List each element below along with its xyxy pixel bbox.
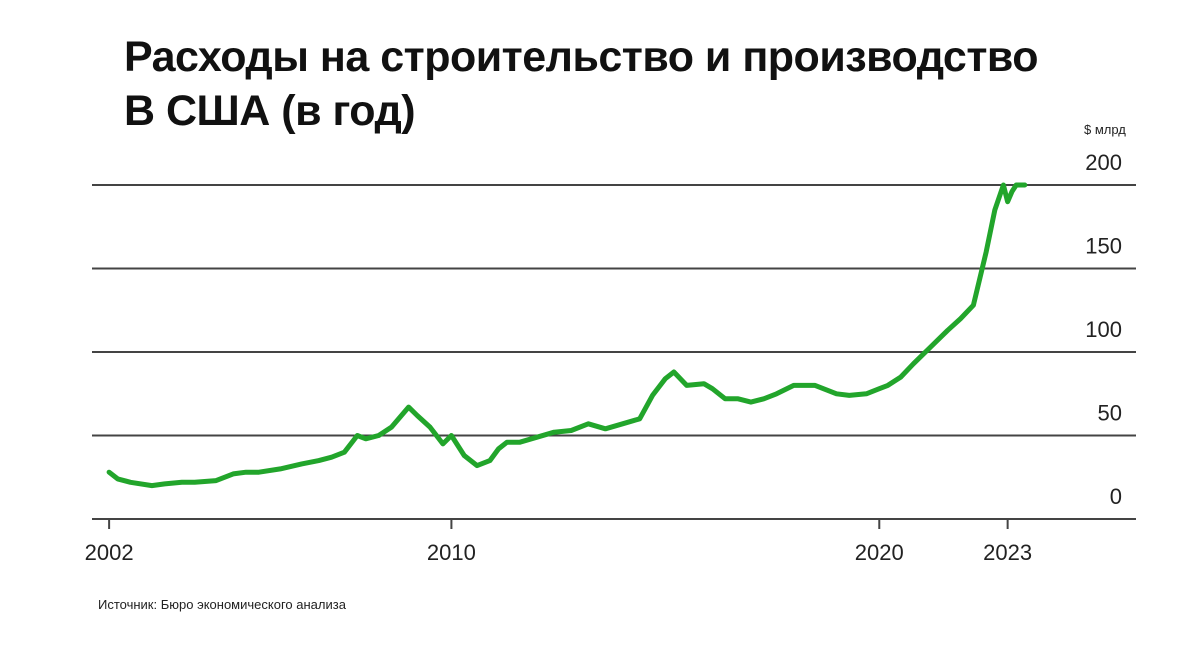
y-tick-label-200: 200: [1085, 150, 1122, 175]
y-axis-tick-labels: 0 50 100 150 200: [1085, 150, 1122, 509]
x-tick-label-2010: 2010: [427, 540, 476, 565]
chart-title: Расходы на строительство и производство …: [124, 30, 1124, 138]
y-axis-unit-label: $ млрд: [1084, 122, 1126, 137]
x-tick-label-2023: 2023: [983, 540, 1032, 565]
series-group: [106, 182, 1028, 489]
source-note: Источник: Бюро экономического анализа: [98, 597, 346, 612]
gridlines: [92, 184, 1136, 520]
y-tick-label-50: 50: [1098, 401, 1122, 426]
y-tick-label-100: 100: [1085, 317, 1122, 342]
x-tick-label-2020: 2020: [855, 540, 904, 565]
chart-title-line-2: В США (в год): [124, 87, 416, 135]
x-axis-tick-labels: 2002 2010 2020 2023: [85, 540, 1032, 565]
chart-title-line-1: Расходы на строительство и производство: [124, 33, 1039, 81]
series-line-0: [106, 182, 1028, 489]
y-tick-label-0: 0: [1110, 484, 1122, 509]
x-axis-ticks: [108, 519, 1009, 529]
y-tick-label-150: 150: [1085, 234, 1122, 259]
x-tick-label-2002: 2002: [85, 540, 134, 565]
